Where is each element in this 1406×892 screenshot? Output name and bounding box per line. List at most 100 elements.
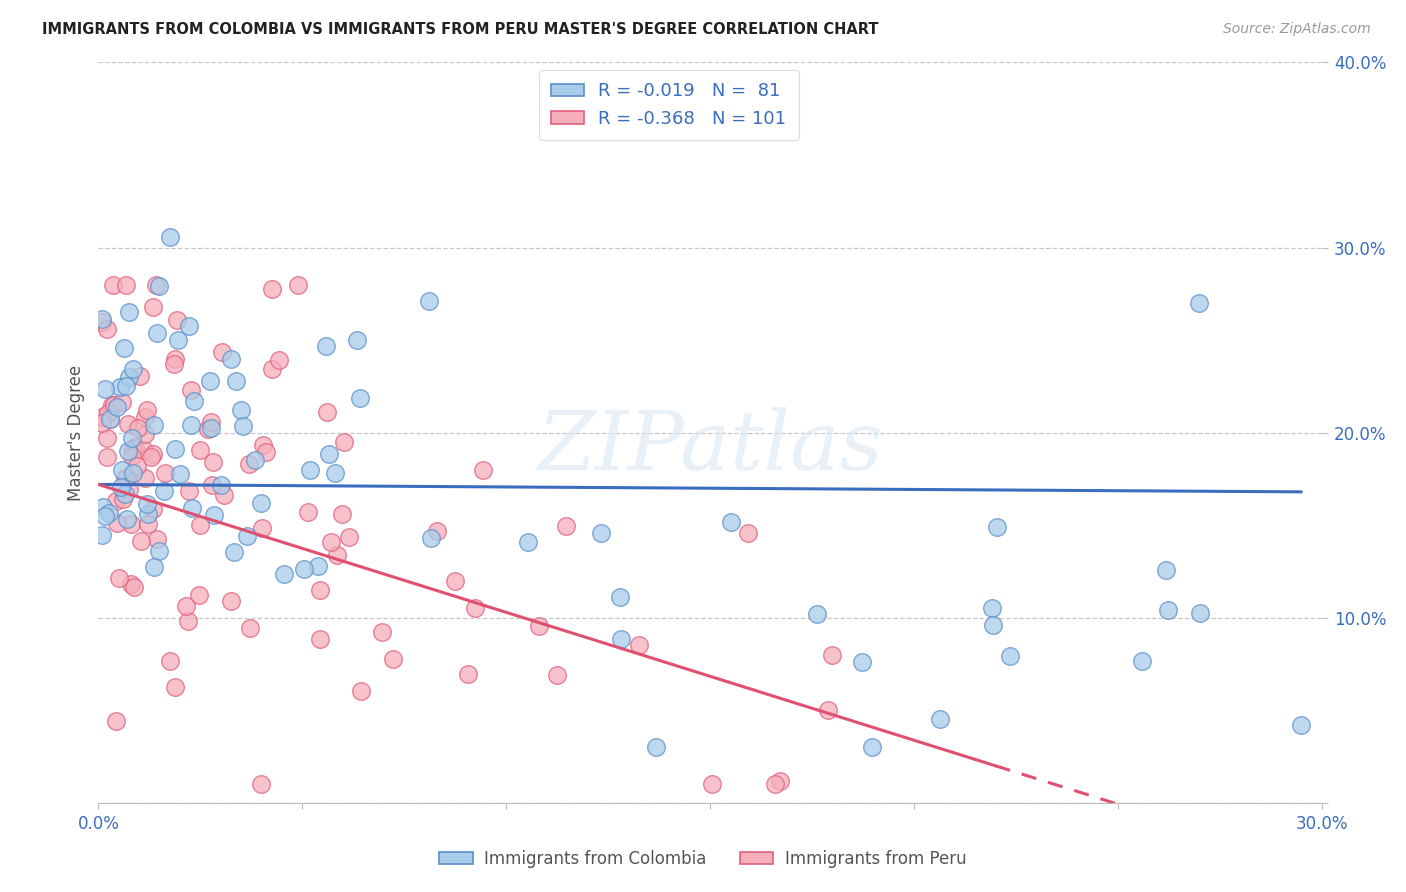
Point	[219, 594, 242, 608]
Point	[610, 632, 633, 647]
Point	[91, 417, 114, 431]
Point	[145, 277, 167, 292]
Point	[769, 774, 792, 789]
Point	[464, 601, 486, 615]
Point	[229, 402, 252, 417]
Point	[860, 740, 883, 755]
Point	[108, 380, 131, 394]
Point	[177, 319, 200, 334]
Point	[981, 618, 1004, 632]
Point	[319, 534, 342, 549]
Point	[142, 502, 165, 516]
Point	[121, 449, 143, 463]
Point	[326, 548, 349, 562]
Point	[627, 638, 650, 652]
Point	[981, 601, 1004, 615]
Point	[1132, 654, 1154, 668]
Point	[222, 545, 245, 559]
Point	[118, 482, 141, 496]
Point	[122, 442, 145, 456]
Point	[471, 462, 494, 476]
Point	[188, 443, 211, 458]
Point	[167, 333, 190, 347]
Point	[546, 668, 568, 682]
Point	[122, 467, 145, 481]
Point	[114, 341, 136, 355]
Point	[239, 621, 262, 635]
Point	[136, 516, 159, 531]
Point	[609, 591, 631, 605]
Point	[115, 471, 138, 485]
Point	[418, 294, 440, 309]
Point	[260, 282, 283, 296]
Point	[252, 438, 274, 452]
Point	[1291, 718, 1313, 732]
Point	[444, 574, 467, 588]
Point	[115, 277, 138, 292]
Point	[598, 120, 620, 135]
Point	[197, 422, 219, 436]
Point	[94, 382, 117, 396]
Point	[143, 418, 166, 433]
Point	[115, 512, 138, 526]
Point	[141, 450, 163, 464]
Point	[382, 652, 405, 666]
Point	[250, 777, 273, 791]
Point	[370, 624, 392, 639]
Point	[136, 498, 159, 512]
Point	[114, 471, 136, 485]
Point	[555, 519, 578, 533]
Point	[212, 488, 235, 502]
Point	[298, 462, 321, 476]
Point	[96, 431, 118, 445]
Point	[720, 515, 742, 529]
Point	[183, 393, 205, 408]
Point	[256, 444, 278, 458]
Point	[120, 577, 142, 591]
Point	[188, 588, 211, 602]
Point	[127, 421, 149, 435]
Point	[267, 353, 290, 368]
Point	[153, 466, 176, 480]
Point	[153, 483, 176, 498]
Point	[118, 370, 141, 384]
Point	[180, 384, 202, 398]
Point	[97, 506, 120, 520]
Point	[817, 703, 839, 717]
Point	[318, 447, 340, 461]
Point	[1188, 606, 1211, 620]
Point	[104, 494, 127, 508]
Point	[165, 680, 187, 694]
Point	[91, 315, 114, 329]
Point	[111, 463, 134, 477]
Point	[737, 526, 759, 541]
Point	[1188, 296, 1211, 310]
Text: Source: ZipAtlas.com: Source: ZipAtlas.com	[1223, 22, 1371, 37]
Point	[986, 520, 1008, 534]
Point	[101, 277, 124, 292]
Point	[323, 466, 346, 480]
Point	[124, 440, 146, 454]
Point	[166, 313, 188, 327]
Point	[337, 530, 360, 544]
Point	[1000, 648, 1022, 663]
Point	[188, 518, 211, 533]
Point	[315, 339, 337, 353]
Point	[146, 532, 169, 546]
Point	[330, 507, 353, 521]
Point	[211, 345, 233, 359]
Point	[91, 410, 114, 425]
Point	[121, 431, 143, 445]
Point	[350, 684, 373, 698]
Point	[134, 410, 156, 425]
Point	[91, 311, 114, 326]
Point	[200, 416, 222, 430]
Point	[176, 599, 198, 613]
Point	[349, 391, 371, 405]
Point	[96, 450, 118, 465]
Point	[163, 357, 186, 371]
Point	[929, 712, 952, 726]
Point	[136, 507, 159, 521]
Point	[117, 443, 139, 458]
Point	[163, 442, 186, 456]
